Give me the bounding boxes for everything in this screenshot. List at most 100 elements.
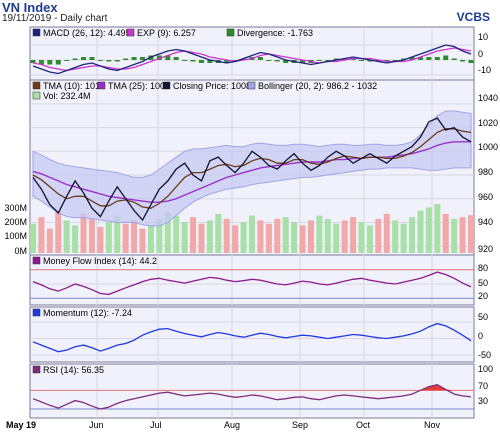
volume-bar <box>46 228 53 253</box>
legend-swatch <box>32 91 41 100</box>
panel-frame <box>29 254 475 306</box>
volume-bar <box>215 213 222 253</box>
x-axis-label: Aug <box>224 420 240 430</box>
divergence-bar <box>401 58 407 60</box>
divergence-bar <box>140 57 145 60</box>
divergence-bar <box>241 58 247 60</box>
divergence-bar <box>148 55 154 60</box>
volume-bar <box>282 217 289 253</box>
volume-bar <box>30 223 36 253</box>
volume-bar <box>173 215 180 253</box>
divergence-bar <box>283 60 289 63</box>
volume-bar <box>88 218 95 253</box>
volume-bar <box>409 217 416 253</box>
legend-swatch <box>247 81 256 90</box>
volume-bar <box>105 222 112 253</box>
x-axis-label: Oct <box>356 420 371 430</box>
legend-label: MACD (26, 12): 4.495 <box>43 28 131 38</box>
volume-bar <box>223 218 230 253</box>
volume-bar <box>291 222 298 253</box>
divergence-bar <box>47 60 53 65</box>
y-tick-label: 0 <box>478 331 483 341</box>
divergence-bar <box>460 60 466 62</box>
bollinger-band <box>32 110 472 227</box>
divergence-bar <box>342 58 348 60</box>
divergence-bar <box>417 57 423 60</box>
volume-bar <box>139 228 146 253</box>
divergence-bar <box>106 60 112 62</box>
volume-bar <box>164 212 171 253</box>
legend-swatch <box>97 81 106 90</box>
x-axis-label: Nov <box>424 420 441 430</box>
legend-swatch <box>32 256 41 265</box>
divergence-bar <box>89 57 95 60</box>
y-tick-label: 80 <box>478 263 488 273</box>
volume-bar <box>38 217 45 253</box>
y-tick-label: 940 <box>478 217 493 227</box>
divergence-bar <box>207 60 213 63</box>
legend-label: Momentum (12): -7.24 <box>43 308 132 318</box>
y-tick-label: 960 <box>478 192 493 202</box>
rsi-overbought-fill <box>428 384 438 391</box>
volume-tick-label: 200M <box>4 217 27 227</box>
legend-label: TMA (10): 1016 <box>43 81 105 91</box>
volume-bar <box>333 223 340 253</box>
y-tick-label: 920 <box>478 244 493 254</box>
volume-bar <box>114 215 121 253</box>
volume-bar <box>240 222 247 253</box>
legend-label: RSI (14): 56.35 <box>43 365 104 375</box>
volume-bar <box>257 220 264 253</box>
brand-label: VCBS <box>456 10 490 24</box>
volume-tick-label: 100M <box>4 231 27 241</box>
volume-bar <box>72 225 79 253</box>
y-tick-label: 50 <box>478 278 488 288</box>
divergence-bar <box>64 60 70 61</box>
divergence-bar <box>173 57 179 60</box>
x-axis-label: Sep <box>292 420 308 430</box>
x-axis-label: Jul <box>150 420 162 430</box>
legend-label: Money Flow Index (14): 44.2 <box>43 256 157 266</box>
legend-label: Bollinger (20, 2): 986.2 - 1032 <box>258 81 377 91</box>
divergence-bar <box>165 55 171 60</box>
volume-bar <box>131 220 138 253</box>
legend-swatch <box>32 81 41 90</box>
legend-label: EXP (9): 6.257 <box>137 28 196 38</box>
volume-bar <box>190 217 197 253</box>
divergence-bar <box>350 58 356 60</box>
panel-frame <box>29 306 475 363</box>
legend-swatch <box>32 365 41 374</box>
divergence-bar <box>114 60 120 62</box>
y-tick-label: 10 <box>478 32 488 42</box>
legend-swatch <box>162 81 171 90</box>
volume-bar <box>358 222 365 253</box>
volume-tick-label: 0M <box>14 246 27 256</box>
volume-bar <box>63 220 70 253</box>
volume-bar <box>249 215 255 253</box>
divergence-bar <box>426 57 432 60</box>
volume-bar <box>400 223 407 253</box>
legend-label: TMA (25): 1008 <box>108 81 170 91</box>
y-tick-label: -10 <box>478 65 491 75</box>
divergence-bar <box>72 58 78 60</box>
x-axis-label: May 19 <box>6 420 36 430</box>
y-tick-label: 1000 <box>478 142 498 152</box>
y-tick-label: 50 <box>478 312 488 322</box>
volume-bar <box>324 218 331 253</box>
divergence-bar <box>232 60 238 61</box>
divergence-bar <box>190 60 196 62</box>
divergence-bar <box>392 60 398 61</box>
legend-swatch <box>126 28 135 37</box>
volume-bar <box>366 225 373 253</box>
rsi-line <box>32 384 472 410</box>
volume-bar <box>97 226 104 253</box>
volume-bar <box>383 213 390 253</box>
divergence-bar <box>451 58 457 60</box>
divergence-bar <box>81 57 87 60</box>
volume-bar <box>198 223 205 253</box>
volume-tick-label: 300M <box>4 203 27 213</box>
divergence-bar <box>409 57 415 60</box>
divergence-bar <box>224 60 230 63</box>
closing-price-line <box>32 117 472 222</box>
chart-title: VN Index <box>2 0 58 15</box>
volume-bar <box>147 225 154 253</box>
